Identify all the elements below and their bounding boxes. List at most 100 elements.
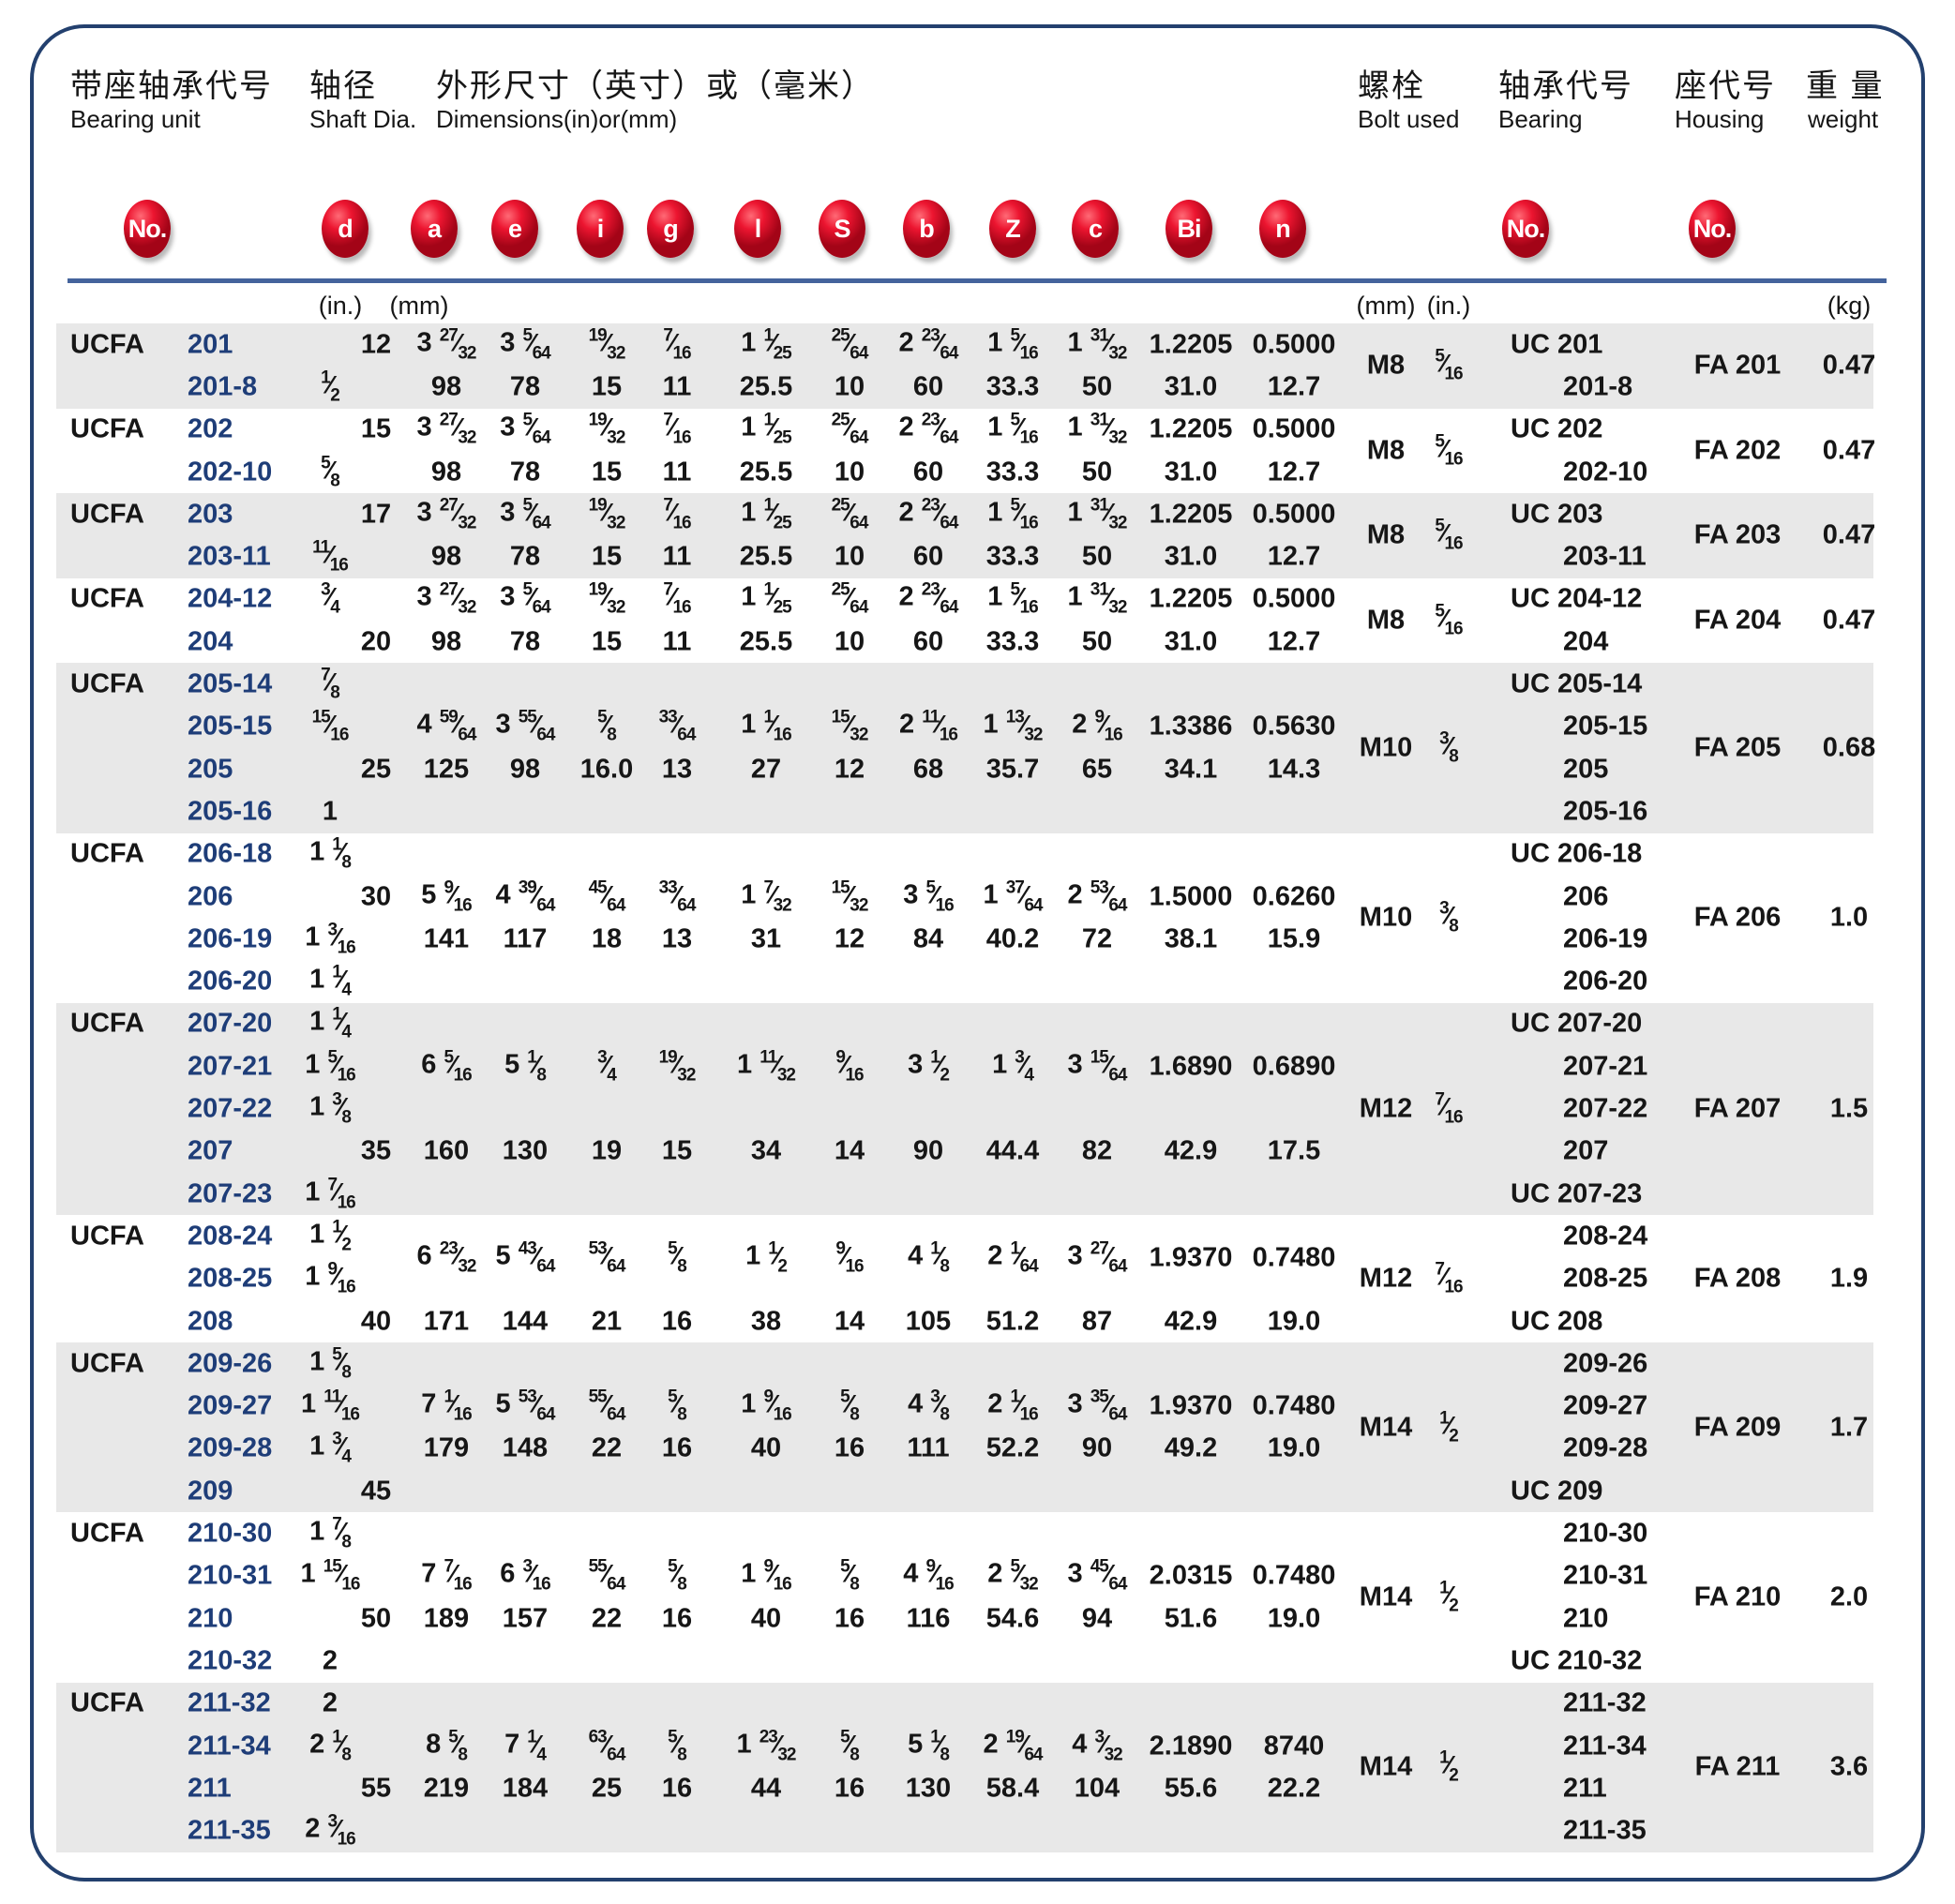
dim-Bi-mm: 31.0: [1164, 541, 1218, 572]
uc-bearing-no: 211-34: [1563, 1731, 1647, 1762]
dim-g-in: 19⁄32: [658, 1047, 697, 1086]
dim-i-mm: 22: [591, 1432, 623, 1463]
dim-l-mm: 34: [750, 1135, 782, 1166]
table-group-209-26: UCFA 209-26 1 5⁄8 209-26 209-27 1 11⁄16 209-27…: [56, 1342, 1873, 1513]
dim-n-mm: 19.0: [1267, 1603, 1321, 1634]
dim-Z-mm: 40.2: [985, 923, 1040, 954]
badge-i: i: [577, 200, 624, 258]
table-group-210-30: UCFA 210-30 1 7⁄8 210-30 210-31 1 15⁄16 210-31…: [56, 1512, 1873, 1682]
dim-l-in: 1 1⁄25: [741, 579, 791, 618]
bolt-size-mm: M10: [1359, 732, 1413, 763]
badge-a: a: [411, 200, 458, 258]
dim-b-in: 2 23⁄64: [898, 579, 959, 618]
shaft-dia-in: 1 1⁄2: [309, 1217, 352, 1255]
uc-bearing-no: UC 201: [1511, 329, 1603, 360]
dim-a-in: 6 23⁄32: [416, 1238, 477, 1277]
uc-bearing-no: 209-28: [1563, 1432, 1648, 1463]
dim-g-in: 7⁄16: [663, 495, 691, 533]
dim-S-in: 5⁄8: [840, 1556, 860, 1595]
dim-l-mm: 27: [750, 754, 782, 785]
dim-l-mm: 40: [750, 1432, 782, 1463]
dim-S-in: 9⁄16: [835, 1238, 864, 1277]
dim-l-in: 1 9⁄16: [741, 1387, 791, 1425]
dim-e-in: 5 53⁄64: [495, 1387, 556, 1425]
dim-Bi-in: 1.9370: [1149, 1390, 1233, 1421]
dim-Z-mm: 44.4: [985, 1135, 1040, 1166]
dim-c-in: 4 3⁄32: [1072, 1727, 1122, 1765]
dim-g-mm: 16: [661, 1773, 693, 1804]
bearing-no: 209: [188, 1476, 233, 1507]
bolt-size-in: 7⁄16: [1435, 1259, 1463, 1297]
dim-l-in: 1 23⁄32: [736, 1727, 797, 1765]
table-group-211-32: UCFA 211-32 2 211-32 211-34 2 1⁄8 211-34 211 55 2…: [56, 1682, 1873, 1852]
dim-g-mm: 13: [661, 923, 693, 954]
bearing-no: 207: [188, 1135, 233, 1166]
weight-value: 0.47: [1822, 350, 1876, 381]
dim-a-mm: 98: [430, 457, 462, 487]
dim-c-mm: 82: [1081, 1135, 1113, 1166]
dim-S-in: 25⁄64: [831, 410, 869, 448]
dim-l-in: 1 1⁄2: [745, 1238, 788, 1277]
dim-S-mm: 14: [834, 1135, 865, 1166]
bolt-size-mm: M12: [1359, 1263, 1413, 1294]
dim-c-mm: 50: [1081, 541, 1113, 572]
header-weight-en: weight: [1808, 105, 1879, 133]
uc-bearing-no: 209-27: [1563, 1390, 1648, 1421]
uc-bearing-no: UC 205-14: [1511, 668, 1643, 699]
dim-Z-mm: 33.3: [985, 626, 1040, 657]
bearing-no: 210-32: [188, 1645, 273, 1676]
dim-b-mm: 116: [906, 1603, 951, 1634]
header-shaft-dia-zh: 轴径: [309, 68, 377, 104]
dim-i-mm: 15: [591, 457, 623, 487]
dim-b-mm: 84: [912, 923, 944, 954]
dim-b-in: 5 1⁄8: [908, 1727, 950, 1765]
dim-i-in: 19⁄32: [588, 579, 626, 618]
subheader-shaft-in: (in.): [318, 292, 363, 320]
badge-S: S: [819, 200, 865, 258]
dim-S-mm: 12: [834, 923, 865, 954]
dim-Bi-in: 1.2205: [1149, 413, 1233, 444]
dim-e-mm: 148: [502, 1432, 549, 1463]
header-housing-no-zh: 座代号: [1675, 68, 1776, 104]
dim-l-in: 1 1⁄16: [741, 707, 791, 745]
fa-housing-no: FA 202: [1693, 435, 1782, 466]
dim-a-mm: 160: [423, 1135, 470, 1166]
uc-bearing-no: UC 209: [1511, 1476, 1603, 1507]
dim-g-in: 7⁄16: [663, 325, 691, 364]
uc-bearing-no: 210-31: [1563, 1560, 1648, 1591]
dim-e-in: 5 43⁄64: [495, 1238, 556, 1277]
dim-n-mm: 19.0: [1267, 1306, 1321, 1337]
shaft-dia-mm: 12: [360, 329, 392, 360]
bolt-size-in: 1⁄2: [1439, 1578, 1459, 1616]
dim-b-mm: 60: [912, 371, 944, 402]
dim-S-in: 9⁄16: [835, 1047, 864, 1086]
fa-housing-no: FA 207: [1693, 1093, 1782, 1124]
dim-b-mm: 60: [912, 457, 944, 487]
dim-Z-mm: 54.6: [985, 1603, 1040, 1634]
shaft-dia-in: 2 3⁄16: [305, 1811, 355, 1850]
dim-b-in: 2 23⁄64: [898, 495, 959, 533]
bearing-no: 208: [188, 1306, 233, 1337]
dim-b-mm: 130: [905, 1773, 952, 1804]
dim-n-mm: 19.0: [1267, 1432, 1321, 1463]
dim-e-mm: 157: [502, 1603, 549, 1634]
dim-g-mm: 11: [662, 541, 692, 572]
dim-Bi-mm: 31.0: [1164, 626, 1218, 657]
dim-Bi-mm: 34.1: [1164, 754, 1218, 785]
bearing-no: 207-20: [188, 1008, 273, 1039]
dim-e-in: 3 5⁄64: [500, 410, 550, 448]
dim-i-in: 53⁄64: [588, 1238, 626, 1277]
bearing-no: 205: [188, 754, 233, 785]
bolt-size-in: 5⁄16: [1435, 346, 1463, 384]
dim-c-in: 1 31⁄32: [1067, 579, 1128, 618]
badge-c: c: [1072, 200, 1119, 258]
badge-no-bearing-unit: No.: [124, 200, 171, 258]
uc-bearing-no: 208-25: [1563, 1263, 1648, 1294]
uc-bearing-no: 205-16: [1563, 796, 1648, 827]
dim-a-in: 3 27⁄32: [416, 495, 477, 533]
uc-bearing-no: 207-21: [1563, 1051, 1648, 1082]
dim-c-in: 3 35⁄64: [1067, 1387, 1128, 1425]
dim-e-in: 3 5⁄64: [500, 579, 550, 618]
dim-S-mm: 10: [834, 457, 865, 487]
dim-c-in: 1 31⁄32: [1067, 325, 1128, 364]
